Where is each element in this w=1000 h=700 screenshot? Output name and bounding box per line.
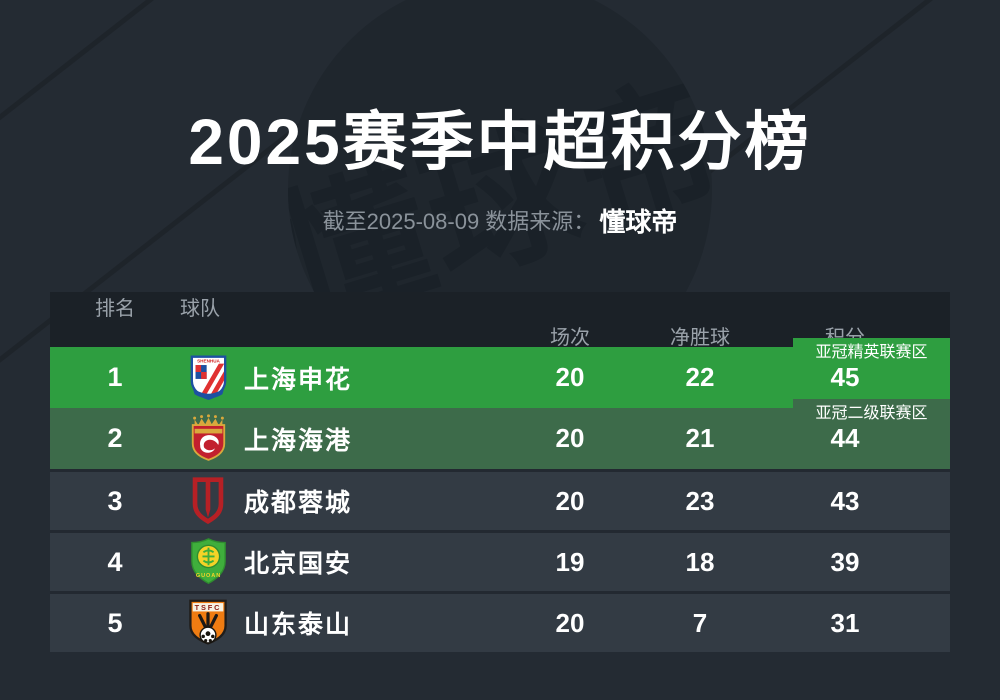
team-name: 上海海港: [244, 426, 353, 455]
subtitle: 截至2025-08-09 数据来源： 懂球帝: [0, 202, 1000, 239]
shanghai-shenhua-crest-icon: SHENHUA: [180, 353, 236, 403]
goal-diff-cell: 18: [685, 546, 715, 577]
goal-diff-cell: 23: [685, 485, 715, 516]
table-row: 3 成都蓉城 20 23 43: [50, 469, 950, 530]
played-cell: 19: [555, 546, 585, 577]
goal-diff-cell: 21: [685, 423, 715, 453]
subtitle-date-source-label: 截至2025-08-09 数据来源：: [322, 209, 596, 234]
header-rank: 排名: [95, 298, 135, 320]
shandong-taishan-crest-icon: TSFC: [180, 598, 236, 648]
rank-cell: 5: [107, 607, 123, 638]
beijing-guoan-crest-icon: GUOAN: [180, 537, 236, 587]
rank-cell: 2: [107, 423, 123, 453]
goal-diff-cell: 7: [692, 607, 708, 638]
points-cell: 31: [830, 607, 860, 638]
shenhua-wordmark: SHENHUA: [197, 358, 220, 363]
points-cell: 45: [830, 362, 860, 392]
chengdu-rongcheng-crest-icon: [180, 476, 236, 526]
team-name: 上海申花: [244, 365, 353, 394]
played-cell: 20: [555, 607, 585, 638]
points-cell: 43: [830, 485, 860, 516]
played-cell: 20: [555, 362, 585, 392]
header-team: 球队: [180, 298, 220, 320]
team-name: 山东泰山: [244, 611, 353, 639]
taishan-wordmark: TSFC: [195, 603, 222, 612]
table-row: 4 GUOAN 北京国安 19 18 39: [50, 530, 950, 591]
rank-cell: 4: [107, 546, 123, 577]
rank-cell: 3: [107, 485, 123, 516]
goal-diff-cell: 22: [685, 362, 715, 392]
table-row: 5 TSFC: [50, 591, 950, 652]
standings-table: 排名 球队 场次 净胜球 积分 1: [50, 292, 950, 652]
played-cell: 20: [555, 423, 585, 453]
data-source-name: 懂球帝: [599, 207, 678, 237]
points-cell: 44: [830, 423, 860, 453]
team-name: 成都蓉城: [244, 489, 353, 517]
header-goal-diff: 净胜球: [670, 327, 730, 349]
played-cell: 20: [555, 485, 585, 516]
rank-cell: 1: [107, 362, 123, 392]
guoan-wordmark: GUOAN: [195, 573, 220, 579]
team-name: 北京国安: [244, 550, 353, 578]
page-title: 2025赛季中超积分榜: [188, 106, 812, 178]
acl-elite-zone-badge: 亚冠精英联赛区: [793, 338, 950, 367]
points-cell: 39: [830, 546, 860, 577]
acl-two-zone-badge: 亚冠二级联赛区: [793, 399, 950, 428]
shanghai-port-crest-icon: [180, 413, 236, 464]
header-played: 场次: [550, 327, 590, 349]
